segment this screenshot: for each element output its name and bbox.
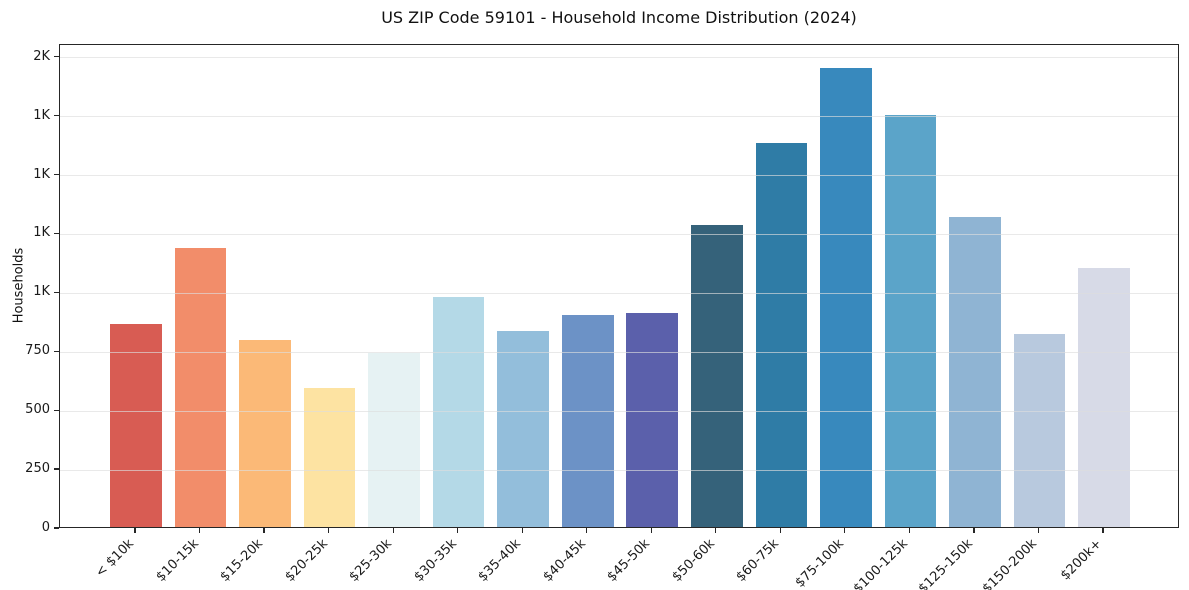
x-tick-mark bbox=[779, 528, 781, 533]
bar-$25-30k bbox=[368, 352, 420, 527]
bar-$100-125k bbox=[884, 114, 937, 527]
x-tick-mark bbox=[1102, 528, 1104, 533]
y-tick-label: 1K bbox=[33, 166, 50, 182]
x-tick-mark bbox=[263, 528, 265, 533]
bar-$150-200k bbox=[1013, 333, 1066, 527]
x-tick-mark bbox=[973, 528, 975, 533]
y-tick-mark bbox=[54, 291, 59, 293]
gridline-250 bbox=[60, 469, 1178, 471]
x-tick-mark bbox=[1037, 528, 1040, 533]
bar-< $10k bbox=[110, 324, 162, 527]
bar-$45-50k bbox=[626, 312, 679, 527]
bar-$200k+ bbox=[1078, 267, 1130, 527]
gridline-2K bbox=[60, 57, 1178, 59]
y-tick-label: 1K bbox=[33, 107, 50, 123]
y-tick-label: 1K bbox=[33, 225, 50, 241]
y-tick-mark bbox=[54, 350, 59, 352]
y-tick-mark bbox=[54, 115, 59, 117]
y-tick-label: 250 bbox=[25, 461, 50, 477]
gridline-750 bbox=[60, 351, 1178, 353]
x-tick-mark bbox=[198, 528, 201, 533]
bar-$40-45k bbox=[561, 314, 614, 527]
y-tick-label: 1K bbox=[33, 284, 50, 300]
plot-area bbox=[59, 44, 1179, 528]
bar-$30-35k bbox=[432, 297, 485, 527]
gridline-1K bbox=[60, 292, 1178, 294]
bar-$60-75k bbox=[755, 142, 808, 527]
x-tick-mark bbox=[328, 528, 330, 533]
bar-$10-15k bbox=[174, 247, 227, 527]
x-tick-mark bbox=[134, 528, 136, 533]
x-tick-label: < $10k bbox=[92, 536, 137, 581]
y-tick-mark bbox=[54, 527, 59, 529]
gridline-1K bbox=[60, 233, 1178, 235]
x-tick-mark bbox=[457, 528, 459, 533]
gridline-1K bbox=[60, 175, 1178, 177]
bar-$125-150k bbox=[949, 217, 1001, 527]
bar-$50-60k bbox=[690, 225, 743, 527]
x-tick-mark bbox=[908, 528, 910, 533]
bar-$35-40k bbox=[497, 331, 549, 527]
y-tick-label: 2K bbox=[33, 48, 50, 64]
x-tick-mark bbox=[650, 528, 652, 533]
x-tick-mark bbox=[521, 528, 523, 533]
y-tick-mark bbox=[54, 409, 59, 411]
bar-$20-25k bbox=[303, 387, 356, 527]
y-tick-mark bbox=[54, 232, 59, 235]
x-tick-mark bbox=[844, 528, 846, 533]
x-tick-mark bbox=[586, 528, 588, 533]
y-tick-label: 750 bbox=[25, 343, 50, 359]
y-tick-mark bbox=[54, 56, 59, 58]
y-tick-mark bbox=[54, 468, 59, 470]
gridline-500 bbox=[60, 410, 1178, 412]
y-tick-label: 0 bbox=[41, 520, 50, 535]
x-tick-mark bbox=[715, 528, 717, 533]
y-tick-label: 500 bbox=[25, 402, 50, 418]
chart-title: US ZIP Code 59101 - Household Income Dis… bbox=[381, 8, 857, 27]
bar-$15-20k bbox=[239, 339, 291, 527]
gridline-1K bbox=[60, 116, 1178, 118]
y-tick-mark bbox=[54, 173, 59, 176]
bar-$75-100k bbox=[820, 67, 872, 527]
x-tick-mark bbox=[392, 528, 394, 533]
